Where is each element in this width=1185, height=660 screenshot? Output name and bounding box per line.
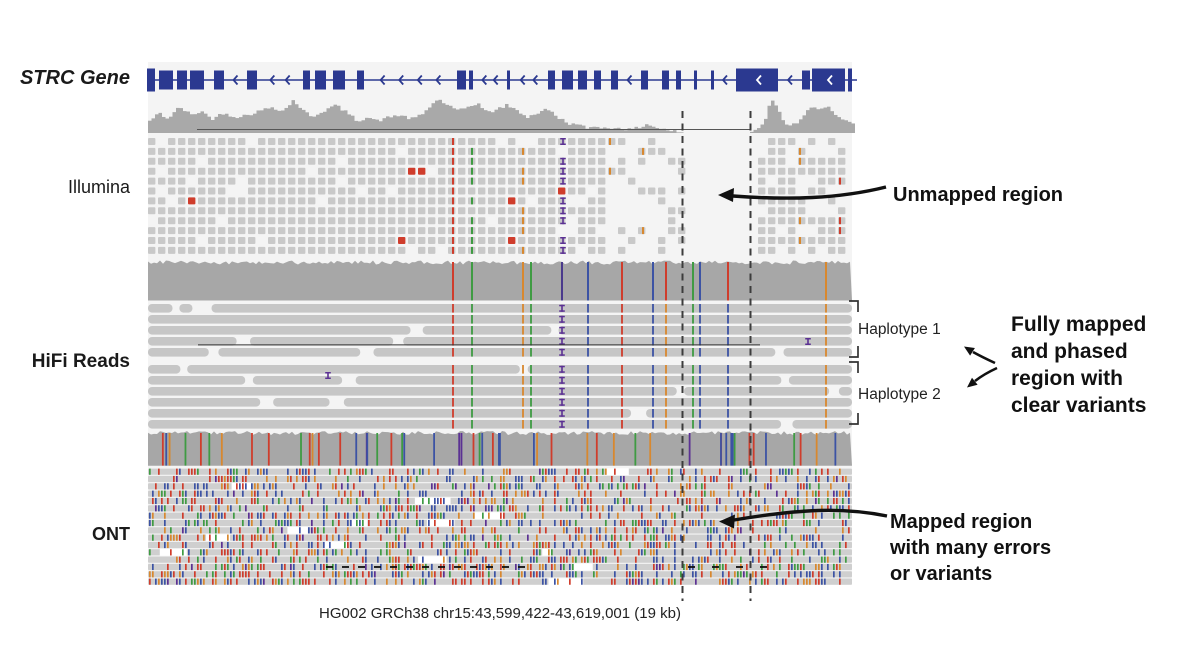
strc-gene-track: [147, 68, 857, 92]
track-label-ont: ONT: [92, 524, 130, 544]
annotation-line: Mapped region: [890, 511, 1033, 533]
annotation-unmapped-region: Unmapped region: [893, 184, 1064, 206]
track-label-illumina: Illumina: [67, 177, 130, 197]
annotation-fully-mapped-region: Fully mapped and phased region with clea…: [1011, 311, 1146, 419]
region-dashed-lines: [681, 111, 752, 601]
annotation-line: with many errors: [890, 537, 1052, 559]
figure-caption: HG002 GRCh38 chr15:43,599,422-43,619,001…: [319, 605, 681, 622]
hifi-coverage-track: [148, 260, 852, 301]
track-label-hifi: HiFi Reads: [31, 351, 130, 372]
gene-track-label: STRC Gene: [19, 67, 130, 89]
haplotype-2-label: Haplotype 2: [858, 386, 941, 403]
annotation-mapped-errors: Mapped region with many errors or varian…: [890, 509, 1051, 587]
ont-coverage-track: [148, 431, 852, 466]
illumina-coverage-track: [148, 99, 855, 133]
annotation-line: Fully mapped: [1011, 313, 1147, 336]
ont-reads-track: [148, 468, 852, 586]
annotation-line: and phased: [1011, 340, 1128, 363]
haplotype-1-label: Haplotype 1: [858, 321, 941, 338]
annotation-line: region with: [1011, 367, 1123, 390]
illumina-reads-track: [148, 138, 846, 254]
hifi-reads-track: [148, 304, 852, 429]
haplotype-brackets: [849, 300, 859, 425]
annotation-line: clear variants: [1011, 394, 1147, 417]
annotation-arrows: [718, 185, 998, 529]
annotation-line: or variants: [890, 563, 993, 585]
